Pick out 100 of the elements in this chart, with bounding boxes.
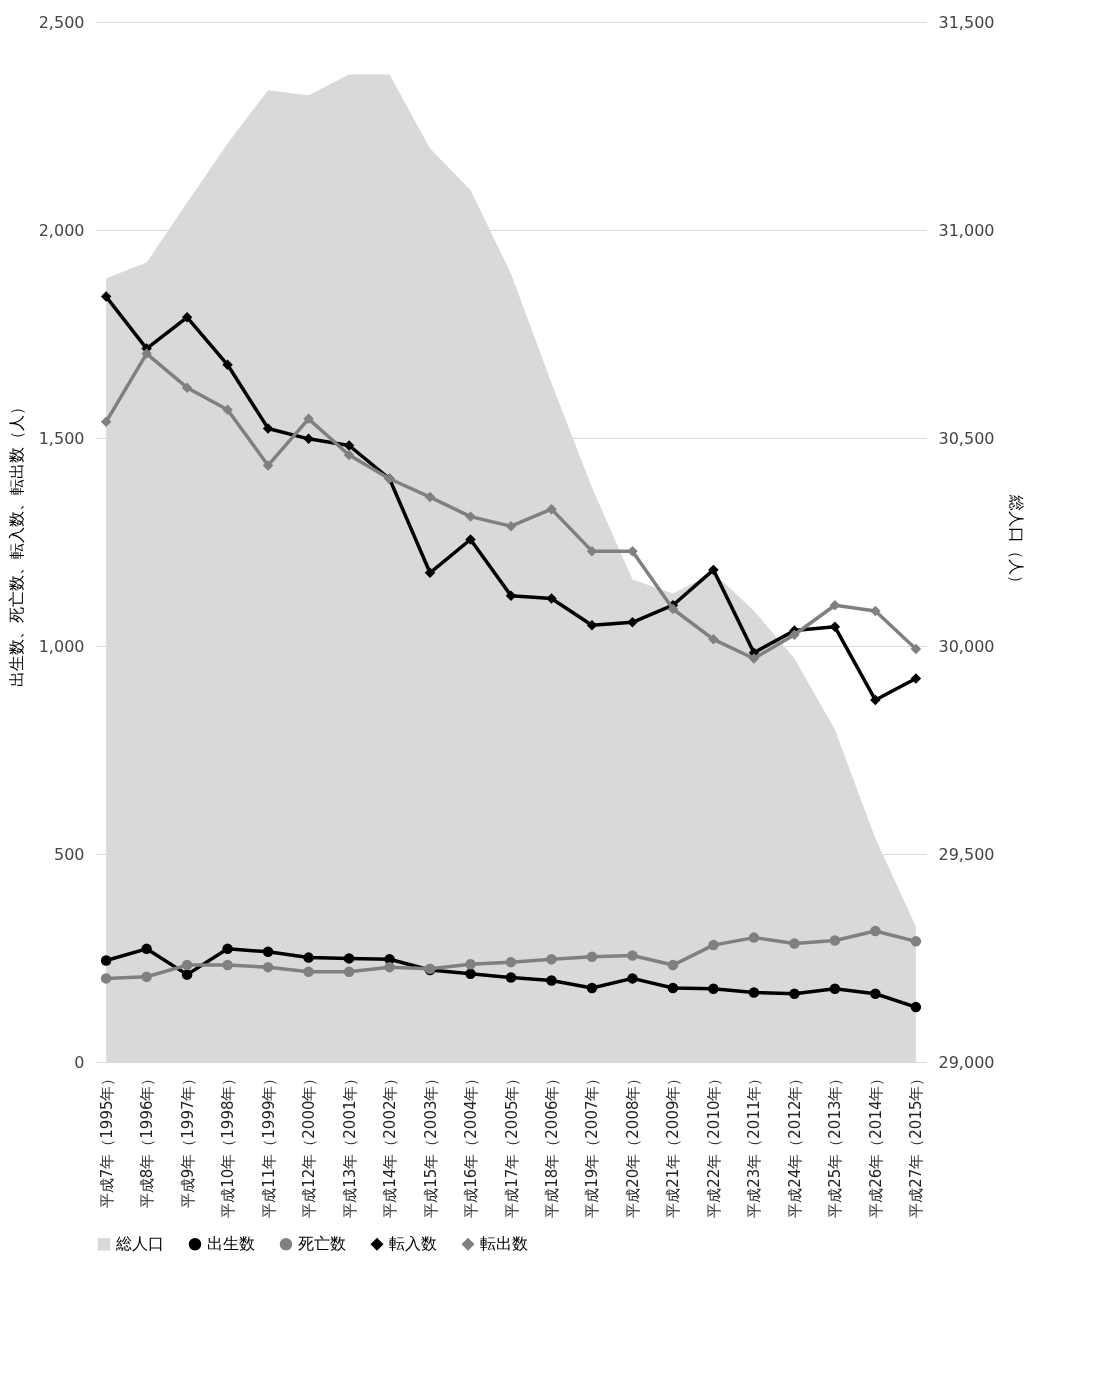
point: [910, 1001, 922, 1013]
x-tick-label: 平成11年（1999年）: [259, 1070, 278, 1218]
x-tick-label: 平成27年（2015年）: [907, 1070, 926, 1218]
x-tick-label: 平成15年（2003年）: [421, 1070, 440, 1218]
point: [384, 961, 395, 973]
x-tick-label: 平成23年（2011年）: [745, 1070, 764, 1218]
point: [303, 433, 314, 445]
point: [141, 943, 152, 955]
y-tick-label: 500: [53, 844, 85, 864]
point: [708, 983, 719, 995]
point: [546, 503, 557, 515]
point: [910, 936, 922, 947]
x-tick-label: 平成26年（2014年）: [866, 1070, 885, 1218]
point: [627, 545, 638, 557]
y2-tick-label: 31,500: [938, 12, 995, 32]
x-tick-label: 平成22年（2010年）: [704, 1070, 723, 1218]
point: [141, 348, 152, 359]
legend-label: 死亡数: [298, 1234, 346, 1254]
point: [303, 413, 314, 425]
x-tick-label: 平成19年（2007年）: [583, 1070, 602, 1218]
point: [100, 291, 112, 302]
y-tick-label: 2,000: [38, 220, 85, 240]
y-tick-label: 0: [74, 1052, 85, 1072]
point: [789, 988, 800, 1000]
x-tick-label: 平成9年（1997年）: [178, 1070, 197, 1209]
x-tick-label: 平成14年（2002年）: [381, 1070, 400, 1218]
point: [465, 534, 476, 545]
point: [100, 955, 112, 966]
point: [870, 925, 881, 937]
point: [343, 966, 355, 977]
legend-label: 転入数: [389, 1234, 437, 1254]
y2-tick-label: 31,000: [938, 220, 995, 240]
point: [708, 634, 719, 645]
point: [910, 643, 922, 655]
point: [870, 605, 881, 617]
point: [505, 590, 517, 601]
point: [546, 975, 557, 986]
point: [586, 951, 598, 962]
point: [789, 629, 800, 641]
point: [222, 943, 233, 955]
x-tick-label: 平成25年（2013年）: [826, 1070, 845, 1218]
point: [465, 959, 476, 970]
x-tick-label: 平成24年（2012年）: [785, 1070, 804, 1218]
x-tick-label: 平成7年（1995年）: [97, 1070, 116, 1209]
y2-tick-label: 29,500: [938, 844, 995, 864]
point: [667, 982, 679, 994]
point: [343, 449, 355, 461]
point: [748, 932, 760, 943]
point: [343, 953, 355, 964]
y-tick-label: 1,500: [38, 428, 85, 448]
x-tick-label: 平成13年（2001年）: [340, 1070, 359, 1218]
point: [748, 987, 760, 998]
x-tick-label: 平成8年（1996年）: [138, 1070, 157, 1209]
point: [586, 982, 598, 994]
point: [303, 952, 314, 963]
point: [181, 382, 193, 393]
point: [222, 359, 233, 371]
x-tick-label: 平成10年（1998年）: [219, 1070, 238, 1218]
point: [546, 593, 557, 604]
point: [789, 938, 800, 949]
x-tick-label: 平成18年（2006年）: [542, 1070, 561, 1218]
point: [910, 673, 922, 684]
y2-tick-label: 29,000: [938, 1052, 995, 1072]
point: [465, 968, 476, 980]
point: [870, 988, 881, 1000]
point: [222, 404, 233, 415]
point: [262, 946, 274, 957]
point: [181, 312, 193, 323]
legend-label: 総人口: [115, 1234, 164, 1254]
y2-tick-label: 30,500: [938, 428, 995, 448]
point: [546, 954, 557, 965]
point: [262, 961, 274, 973]
point: [262, 423, 274, 434]
point: [424, 567, 436, 579]
point: [829, 983, 841, 995]
point: [708, 939, 719, 951]
point: [870, 694, 881, 706]
point: [141, 971, 152, 982]
point: [829, 599, 841, 611]
y-tick-label: 2,500: [38, 12, 85, 32]
point: [627, 973, 638, 984]
point: [465, 511, 476, 522]
point: [667, 959, 679, 971]
legend-label: 転出数: [480, 1234, 528, 1254]
point: [586, 619, 598, 631]
point: [748, 653, 760, 664]
point: [627, 617, 638, 628]
y2-axis-title: 総人口（人）: [1007, 493, 1027, 591]
x-tick-label: 平成12年（2000年）: [300, 1070, 319, 1218]
point: [424, 491, 436, 503]
point: [667, 603, 679, 615]
point: [262, 460, 274, 471]
x-tick-label: 平成16年（2004年）: [462, 1070, 481, 1218]
point: [222, 959, 233, 971]
point: [505, 520, 517, 532]
y2-tick-label: 30,000: [938, 636, 995, 656]
x-tick-label: 平成21年（2009年）: [664, 1070, 683, 1218]
point: [829, 935, 841, 946]
point: [100, 416, 112, 428]
point: [505, 972, 517, 983]
